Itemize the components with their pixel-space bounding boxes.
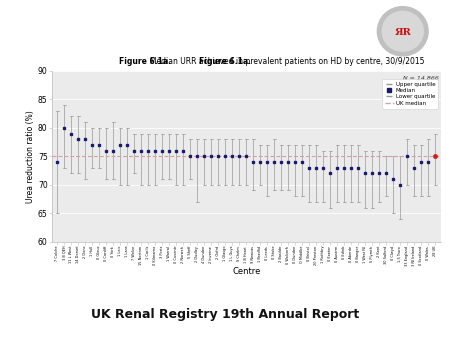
X-axis label: Centre: Centre	[232, 267, 261, 276]
Y-axis label: Urea reduction ratio (%): Urea reduction ratio (%)	[26, 110, 35, 203]
Legend: Upper quartile, Median, Lower quartile, UK median: Upper quartile, Median, Lower quartile, …	[382, 79, 438, 108]
Text: Median URR achieved in prevalent patients on HD by centre, 30/9/2015: Median URR achieved in prevalent patient…	[119, 57, 425, 66]
Text: Figure 6.1a.: Figure 6.1a.	[199, 57, 251, 66]
Text: Figure 6.1a.: Figure 6.1a.	[119, 57, 171, 66]
Text: ЯR: ЯR	[394, 28, 411, 37]
Text: N = 14,866: N = 14,866	[403, 76, 439, 81]
Circle shape	[378, 7, 428, 56]
Text: UK Renal Registry 19th Annual Report: UK Renal Registry 19th Annual Report	[91, 308, 359, 321]
Circle shape	[382, 11, 423, 51]
